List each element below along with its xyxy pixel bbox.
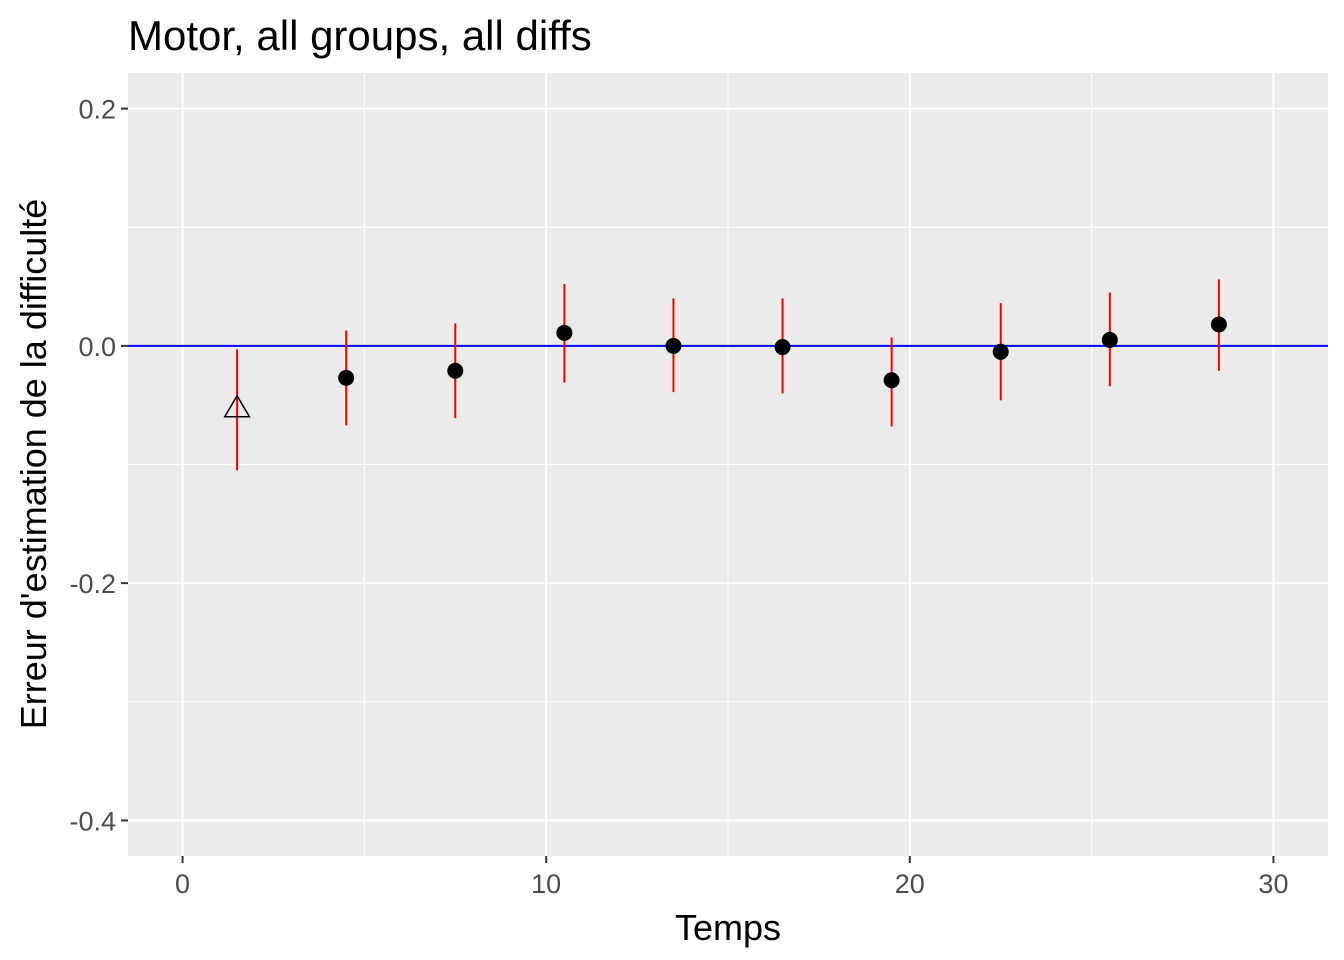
y-axis-title: Erreur d'estimation de la difficulté <box>13 199 54 729</box>
data-point <box>665 337 682 354</box>
y-axis-ticks: -0.4 -0.2 0.0 0.2 <box>69 95 128 836</box>
x-axis-ticks: 0 10 20 30 <box>175 856 1288 899</box>
x-tick-label: 10 <box>531 869 561 899</box>
data-point <box>1210 316 1227 333</box>
data-point <box>992 343 1009 360</box>
x-tick-label: 20 <box>895 869 925 899</box>
data-points <box>223 316 1227 418</box>
y-tick-label: -0.2 <box>69 569 116 599</box>
data-point <box>447 362 464 379</box>
y-tick-label: -0.4 <box>69 806 116 836</box>
data-point <box>556 324 573 341</box>
data-point <box>774 339 791 356</box>
data-point-triangle <box>223 394 251 418</box>
grid-minor <box>128 73 1328 856</box>
data-point <box>1101 331 1118 348</box>
x-axis-title: Temps <box>675 907 781 948</box>
y-tick-label: 0.2 <box>78 95 116 125</box>
grid-major <box>128 73 1328 856</box>
chart-title: Motor, all groups, all diffs <box>128 12 592 59</box>
data-point <box>883 372 900 389</box>
data-point <box>338 369 355 386</box>
x-tick-label: 30 <box>1258 869 1288 899</box>
y-tick-label: 0.0 <box>78 332 116 362</box>
x-tick-label: 0 <box>175 869 190 899</box>
